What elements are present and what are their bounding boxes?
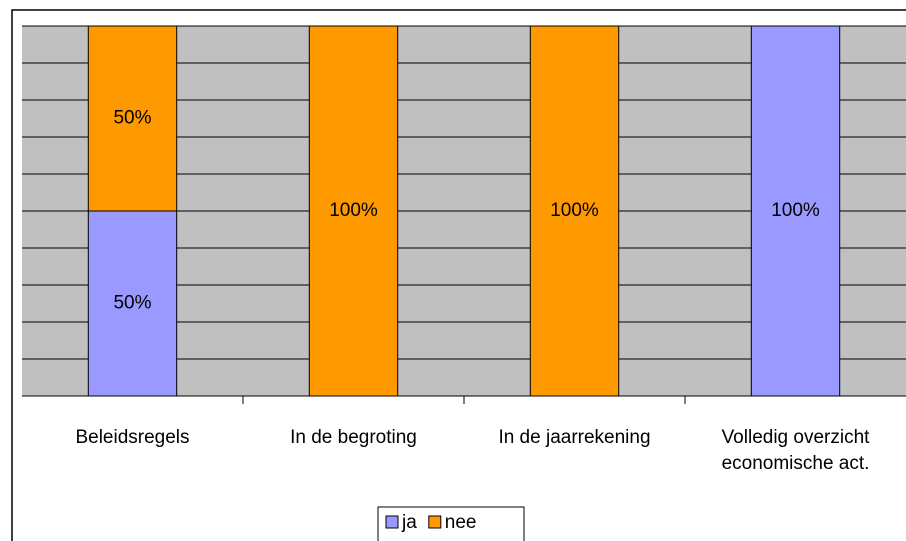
data-label: 50% — [113, 108, 151, 129]
legend-swatch — [428, 515, 442, 529]
legend-box — [377, 506, 525, 541]
data-label: 50% — [113, 293, 151, 314]
data-label: 100% — [550, 200, 599, 221]
x-tick-label: Beleidsregels — [75, 427, 190, 448]
data-label: 100% — [329, 200, 378, 221]
legend-label: nee — [445, 512, 477, 533]
x-tick-label: In de jaarrekening — [498, 427, 651, 448]
bar-segment — [750, 25, 841, 397]
x-tick-label: Volledig overzicht economische act. — [721, 427, 870, 474]
data-label: 100% — [771, 200, 820, 221]
x-tick-label: In de begroting — [290, 427, 417, 448]
bar-segment — [87, 210, 178, 397]
bar-segment — [529, 25, 620, 397]
bar-segment — [308, 25, 399, 397]
legend-swatch — [385, 515, 399, 529]
legend-label: ja — [401, 512, 417, 533]
bar-segment — [87, 25, 178, 212]
